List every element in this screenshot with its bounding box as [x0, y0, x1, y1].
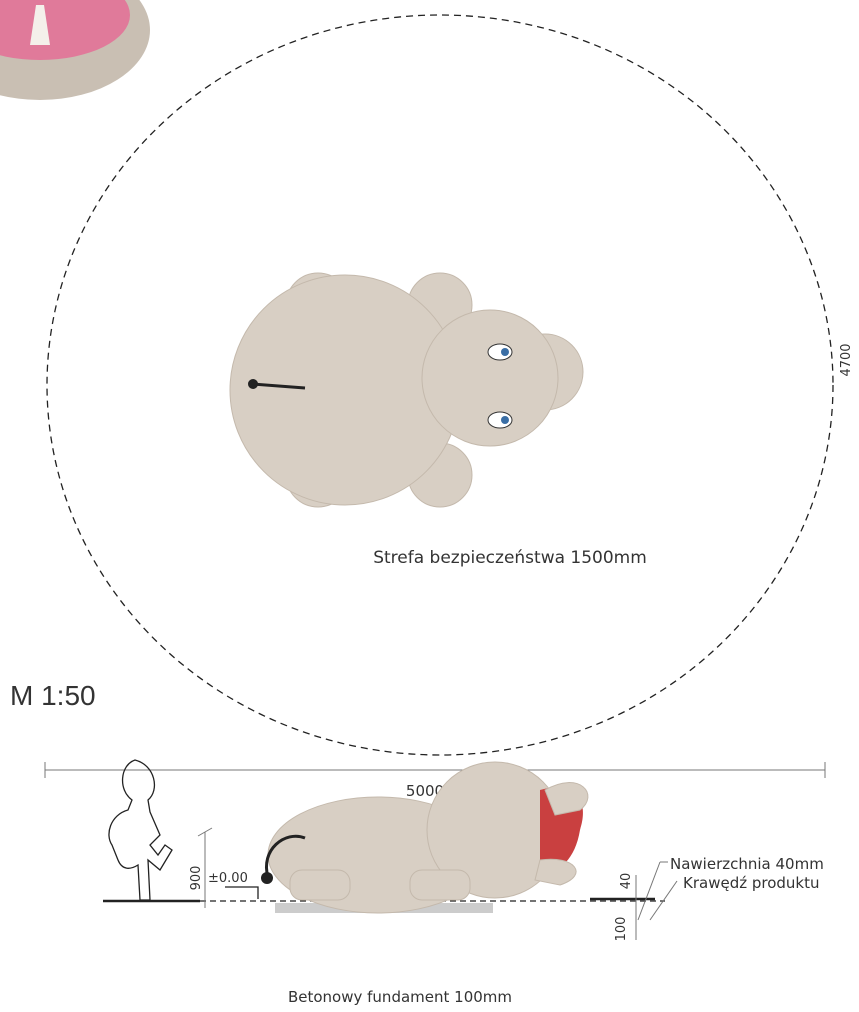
scale-label: M 1:50 — [10, 680, 96, 711]
width-label: 5000 — [406, 782, 444, 800]
depth-label: 4700 — [839, 343, 854, 376]
surface-label: Nawierzchnia 40mm — [670, 855, 824, 873]
safety-zone — [46, 14, 834, 756]
hippo-side — [261, 761, 589, 914]
edge-label: Krawędź produktu — [683, 874, 820, 892]
height-label: 900 — [189, 866, 204, 891]
surface-thickness: 40 — [619, 873, 634, 890]
foundation-label: Betonowy fundament 100mm — [288, 988, 512, 1006]
girl — [108, 759, 173, 901]
neighbour-item — [0, 0, 150, 100]
hippo-plan — [229, 272, 584, 508]
safety-zone-label: Strefa bezpieczeństwa 1500mm — [373, 548, 647, 568]
foundation-thickness: 100 — [614, 917, 629, 942]
level-label: ±0.00 — [208, 871, 248, 886]
